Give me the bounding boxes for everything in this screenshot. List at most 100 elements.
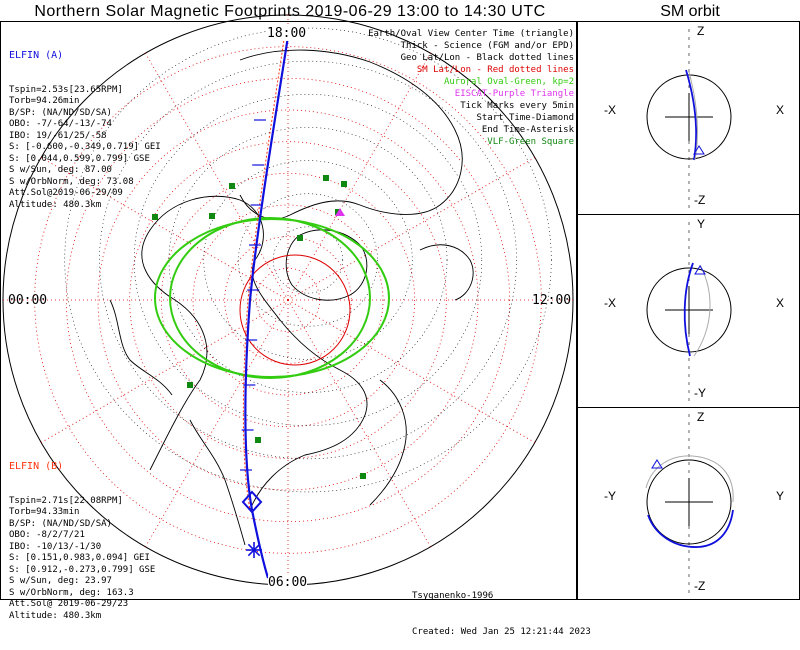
sm3-elfin-b-orbit (645, 455, 734, 503)
elfin-b-line: B/SP: (NA/ND/SD/SA) (9, 518, 112, 529)
vlf-station-square (255, 437, 261, 443)
vlf-station-square (229, 183, 235, 189)
elfin-b-line: S w/OrbNorm, deg: 163.3 (9, 587, 134, 598)
auroral-oval-inner (169, 217, 371, 379)
elfin-a-track (244, 29, 291, 579)
coastline (141, 195, 368, 511)
sm3-bottom-label: -Z (694, 579, 706, 593)
elfin-a-line: S w/OrbNorm, deg: 73.08 (9, 176, 134, 187)
sm2-top-label: Y (697, 217, 706, 231)
sm1-elfin-b-orbit (688, 71, 698, 161)
coastline (419, 244, 474, 301)
elfin-a-info: ELFIN (A) Tspin=2.53s[23.65RPM] Torb=94.2… (9, 27, 161, 223)
sm-pole-circle (239, 254, 351, 366)
sm3-left-label: -Y (604, 489, 616, 503)
sm2-elfin-a-orbit (683, 262, 694, 357)
page-title: Northern Solar Magnetic Footprints 2019-… (34, 3, 546, 20)
elfin-b-line: Torb=94.33min (9, 507, 80, 517)
coastline (369, 379, 407, 506)
sm-latitude-circle (224, 236, 352, 364)
sm3-top-label: Z (697, 410, 705, 424)
map-label-bottom: 06:00 (268, 575, 308, 590)
sm2-elfin-b-orbit (693, 264, 711, 357)
auroral-oval (154, 217, 390, 379)
sm1-left-label: -X (604, 103, 616, 117)
elfin-a-name: ELFIN (A) (9, 50, 64, 61)
sm1-right-label: X (776, 103, 785, 117)
sm-longitude-line (287, 299, 431, 548)
model-credit: Tsyganenko-1996 (412, 591, 494, 601)
sm-orbit-panels (645, 29, 734, 593)
sm1-elfin-a-orbit (685, 69, 698, 161)
elfin-a-line: Altitude: 480.3km (9, 199, 102, 210)
sm3-elfin-a-orbit (647, 509, 734, 548)
sm3-right-label: Y (776, 489, 785, 503)
sm-orbit-title: SM orbit (660, 3, 720, 20)
elfin-b-line: Att.Sol@ 2019-06-29/23 (9, 599, 129, 609)
elfin-b-name: ELFIN (B) (9, 461, 64, 472)
elfin-a-line: S: [0.044,0.599,0.799] GSE (9, 153, 150, 164)
sm2-bottom-label: -Y (694, 386, 706, 400)
created-date: Created: Wed Jan 25 12:21:44 2023 (412, 627, 591, 637)
legend-entry: Earth/Oval View Center Time (triangle) (368, 29, 574, 39)
vlf-station-square (323, 175, 329, 181)
elfin-b-line: IBO: -10/13/-1/30 (9, 541, 102, 552)
geo-latitude-circle (272, 226, 344, 294)
elfin-a-line: Torb=94.26min (9, 96, 80, 106)
coastline (189, 419, 246, 546)
legend-entry: Thick - Science (FGM and/or EPD) (400, 41, 574, 51)
elfin-a-line: Att.Sol@2019-06-29/09 (9, 188, 123, 198)
legend: Earth/Oval View Center Time (triangle) Th… (368, 28, 574, 148)
elfin-b-line: OBO: -8/2/7/21 (9, 530, 85, 540)
sm-latitude-circle (192, 204, 384, 396)
elfin-b-line: S w/Sun, deg: 23.97 (9, 576, 112, 586)
sm-latitude-circle (97, 109, 479, 491)
footer: Tsyganenko-1996 Created: Wed Jan 25 12:2… (412, 566, 591, 650)
geo-latitude-circle (133, 94, 483, 426)
sm-latitude-circle (129, 141, 447, 459)
coastlines (109, 49, 474, 546)
geo-latitude-circle (168, 127, 448, 393)
legend-entry: Auroral Oval-Green, kp=2 (443, 77, 574, 87)
geo-latitude-circle (203, 160, 413, 360)
elfin-b-line: Tspin=2.71s[22.08RPM] (9, 495, 123, 506)
legend-entry: End Time-Asterisk (481, 125, 574, 135)
elfin-b-line: Altitude: 480.3km (9, 610, 102, 621)
coastline (285, 229, 368, 301)
map-label-top: 18:00 (267, 26, 307, 41)
legend-entry: SM Lat/Lon - Red dotted lines (416, 65, 574, 75)
ground-stations (152, 175, 366, 479)
start-time-diamond (241, 490, 263, 514)
vlf-station-square (297, 235, 303, 241)
map-label-left: 00:00 (8, 293, 48, 308)
elfin-a-line: OBO: -7/-64/-13/-74 (9, 119, 112, 129)
vlf-station-square (209, 213, 215, 219)
auroral-oval-outer (154, 218, 390, 378)
legend-entry: Tick Marks every 5min (460, 101, 574, 111)
end-time-asterisk (247, 543, 261, 557)
legend-entry: Start Time-Diamond (476, 113, 574, 123)
elfin-a-line: S w/Sun, deg: 87.00 (9, 165, 112, 175)
sm3-view-triangle (651, 459, 663, 469)
elfin-b-track (242, 32, 286, 511)
coastline (109, 299, 173, 396)
elfin-a-line: S: [-0.600,-0.349,0.719] GEI (9, 142, 161, 152)
vlf-station-square (187, 382, 193, 388)
sm1-top-label: Z (697, 24, 705, 38)
sm2-left-label: -X (604, 296, 616, 310)
vlf-station-square (152, 214, 158, 220)
eiscat-triangle (335, 208, 345, 216)
legend-entry: Geo Lat/Lon - Black dotted lines (400, 53, 574, 63)
elfin-a-line: Tspin=2.53s[23.65RPM] (9, 84, 123, 95)
geo-latitude-circle (99, 60, 517, 460)
elfin-b-info: ELFIN (B) Tspin=2.71s[22.08RPM] Torb=94.3… (9, 438, 155, 634)
sm1-view-triangle (693, 145, 705, 155)
elfin-a-line: IBO: 19/-61/25/-58 (9, 130, 107, 141)
sm-latitude-circle (34, 46, 542, 554)
sm-latitude-circle (65, 77, 511, 523)
map-label-right: 12:00 (532, 293, 572, 308)
vlf-station-square (341, 181, 347, 187)
vlf-station-square (360, 473, 366, 479)
geo-latitude-circle (238, 193, 378, 327)
geo-latitude-circle (64, 27, 552, 493)
